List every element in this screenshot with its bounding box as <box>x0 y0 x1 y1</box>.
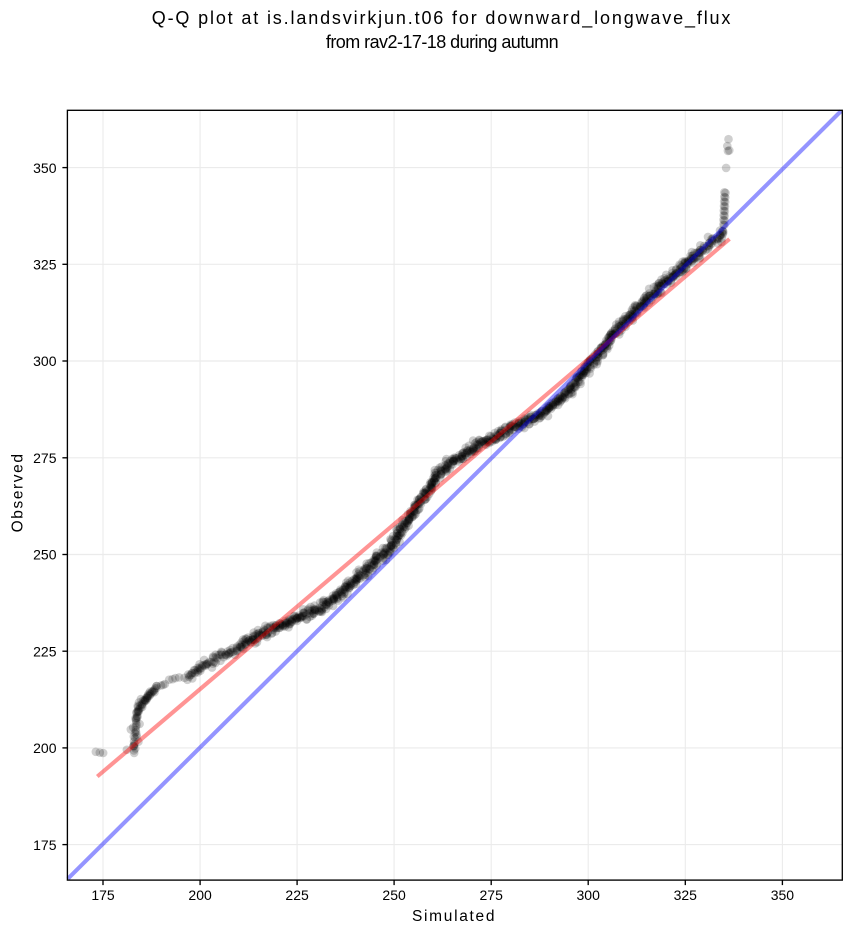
svg-text:325: 325 <box>33 257 57 273</box>
svg-text:325: 325 <box>674 887 698 903</box>
svg-text:225: 225 <box>33 643 57 659</box>
svg-text:275: 275 <box>480 887 504 903</box>
svg-text:350: 350 <box>771 887 795 903</box>
svg-text:from rav2-17-18 during autumn: from rav2-17-18 during autumn <box>326 32 558 52</box>
svg-text:350: 350 <box>33 160 57 176</box>
svg-text:Q-Q plot at is.landsvirkjun.t0: Q-Q plot at is.landsvirkjun.t06 for down… <box>152 8 733 29</box>
svg-text:300: 300 <box>577 887 601 903</box>
svg-text:175: 175 <box>33 837 57 853</box>
svg-text:250: 250 <box>382 887 406 903</box>
svg-text:300: 300 <box>33 353 57 369</box>
svg-text:Simulated: Simulated <box>412 908 496 925</box>
svg-text:175: 175 <box>91 887 115 903</box>
svg-text:Observed: Observed <box>10 452 27 532</box>
svg-text:200: 200 <box>188 887 212 903</box>
svg-text:200: 200 <box>33 740 57 756</box>
svg-text:275: 275 <box>33 450 57 466</box>
svg-text:250: 250 <box>33 547 57 563</box>
svg-text:225: 225 <box>285 887 309 903</box>
